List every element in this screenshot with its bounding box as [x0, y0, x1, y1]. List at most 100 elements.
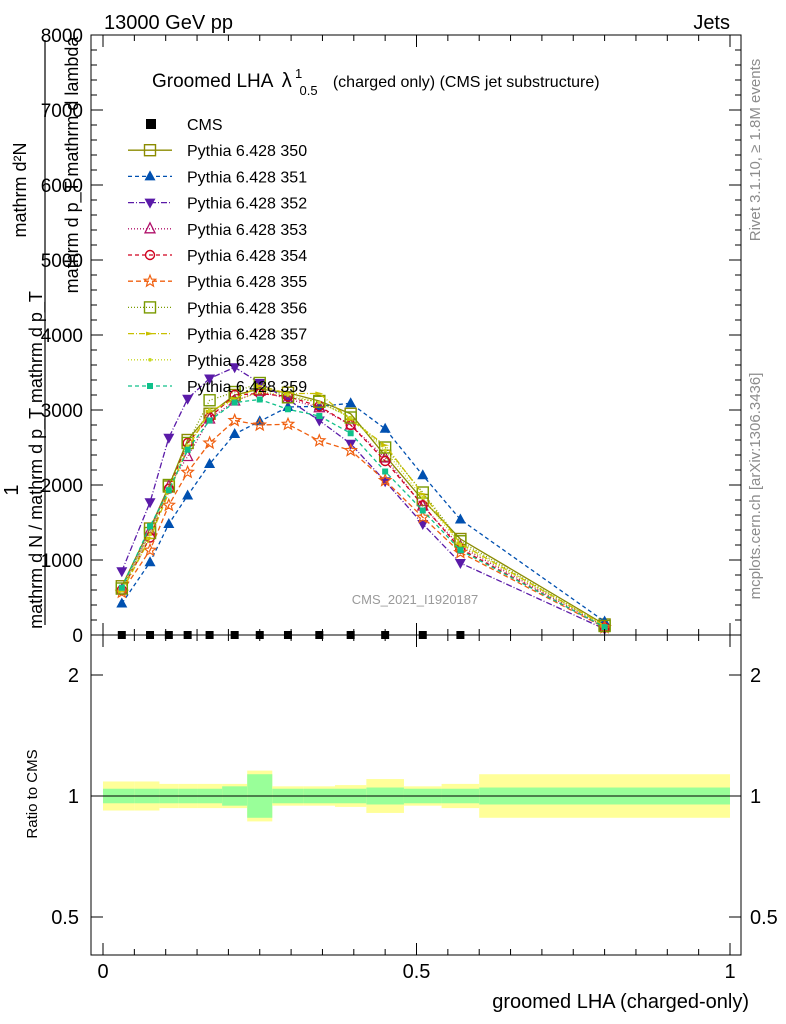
- series-line: [121, 419, 605, 629]
- series-point: [377, 472, 393, 487]
- series-point: [252, 417, 268, 432]
- main-ytick-label: 3000: [41, 401, 83, 422]
- ylabel-num-den: mathrm d p_T mathrm d lambda: [62, 36, 83, 294]
- plot-title: Groomed LHA λ 1 0.5 (charged only) (CMS …: [152, 62, 600, 100]
- series-point: [115, 582, 129, 595]
- series-point: [453, 544, 468, 559]
- series-point: [161, 497, 177, 512]
- series-point: [457, 547, 464, 554]
- series-point: [418, 492, 427, 496]
- series-point: [203, 394, 216, 407]
- series-point: [281, 391, 295, 404]
- series-point: [286, 393, 290, 397]
- main-ytick-label: 6000: [41, 176, 83, 197]
- series-point: [454, 559, 466, 569]
- title-main: Groomed LHA: [152, 71, 274, 92]
- legend-marker: [148, 358, 152, 362]
- ratio-ytick-label: 1: [68, 786, 79, 808]
- series-point: [313, 395, 326, 408]
- series-point: [144, 556, 156, 567]
- series-point: [204, 458, 216, 468]
- legend-marker: [144, 170, 156, 181]
- side-label-rivet: Rivet 3.1.10, ≥ 1.8M events: [747, 59, 764, 242]
- series-line: [121, 366, 605, 630]
- series-point: [163, 433, 175, 444]
- legend-label: Pythia 6.428 354: [187, 248, 307, 265]
- series-9: [118, 396, 608, 631]
- series-point: [146, 536, 155, 541]
- main-ytick-label: 7000: [41, 101, 83, 122]
- watermark: CMS_2021_I1920187: [352, 592, 479, 607]
- series-point: [114, 584, 130, 599]
- main-ytick-label: 4000: [41, 326, 83, 347]
- series-point: [116, 567, 128, 578]
- series-point: [417, 520, 429, 530]
- legend-marker: [147, 383, 153, 389]
- series-point: [316, 413, 323, 419]
- ratio-ytick-label-right: 1: [750, 786, 761, 808]
- series-point: [163, 518, 175, 528]
- series-point: [202, 435, 217, 450]
- legend-marker-cms: [146, 119, 156, 129]
- series-point: [229, 428, 241, 438]
- series-point: [348, 415, 353, 420]
- series-line: [121, 391, 605, 627]
- series-point: [379, 455, 391, 467]
- series-point: [257, 390, 262, 394]
- series-point: [165, 487, 172, 494]
- legend: CMS Pythia 6.428 350 Pythia 6.428 351 Pythi…: [128, 117, 307, 396]
- series-point: [417, 469, 429, 480]
- series-line: [121, 385, 605, 627]
- series-point: [182, 394, 194, 405]
- main-ytick-label: 1000: [41, 551, 83, 572]
- ylabel-num-top: mathrm d²N: [10, 142, 30, 237]
- ratio-axis-ticks: 0.5 0.5 1 1 2 2 0 0.5 1: [51, 635, 778, 983]
- series-point: [379, 422, 391, 433]
- ylabel-one-main: 1: [1, 484, 23, 495]
- series-point: [280, 416, 296, 431]
- main-ytick-label: 2000: [41, 476, 83, 497]
- series-point: [284, 406, 291, 413]
- series-point: [345, 397, 357, 408]
- legend-marker: [144, 249, 156, 261]
- side-label-mcplots: mcplots.cern.ch [arXiv:1306.3436]: [747, 373, 764, 600]
- legend-marker: [146, 331, 154, 336]
- legend-marker: [142, 273, 158, 288]
- series-point: [315, 391, 324, 396]
- x-axis-label: groomed LHA (charged-only): [492, 991, 749, 1013]
- series-point: [184, 446, 191, 453]
- title-rest: (charged only) (CMS jet substructure): [333, 74, 600, 91]
- series-point: [144, 498, 156, 509]
- series-point: [181, 449, 194, 462]
- main-ytick-label: 5000: [41, 251, 83, 272]
- series-point: [312, 433, 327, 447]
- series-point: [118, 584, 125, 591]
- main-ytick-label: 8000: [41, 26, 83, 47]
- legend-label: Pythia 6.428 352: [187, 196, 307, 213]
- main-ytick-label: 0: [72, 626, 83, 647]
- series-point: [231, 399, 238, 406]
- ylabel-frac-den: mathrm d N / mathrm d p_T mathrm d p_T: [26, 291, 47, 629]
- series-point: [182, 489, 194, 500]
- main-axis-ticks: 0 1000 2000 3000 4000 5000 6000 7000 8000: [41, 26, 741, 647]
- series-point: [419, 507, 426, 514]
- legend-label: Pythia 6.428 356: [187, 300, 307, 317]
- series-point: [206, 417, 213, 424]
- series-point: [379, 477, 391, 488]
- series-point: [255, 384, 264, 388]
- series-point: [148, 532, 152, 537]
- title-sub: 0.5: [299, 83, 317, 98]
- y-axis-label-ratio: Ratio to CMS: [24, 749, 41, 838]
- legend-marker: [143, 301, 157, 314]
- series-line: [121, 402, 605, 623]
- series-point: [420, 495, 425, 500]
- title-lambda: λ: [282, 70, 292, 92]
- y-axis-label-main: 1 mathrm d²N mathrm d p_T mathrm d lambd…: [1, 36, 83, 629]
- series-point: [256, 396, 263, 403]
- legend-label: Pythia 6.428 358: [187, 353, 307, 370]
- series-point: [229, 363, 241, 374]
- series-point: [454, 513, 466, 524]
- series-point: [601, 624, 608, 631]
- ratio-ytick-label-right: 0.5: [750, 907, 778, 929]
